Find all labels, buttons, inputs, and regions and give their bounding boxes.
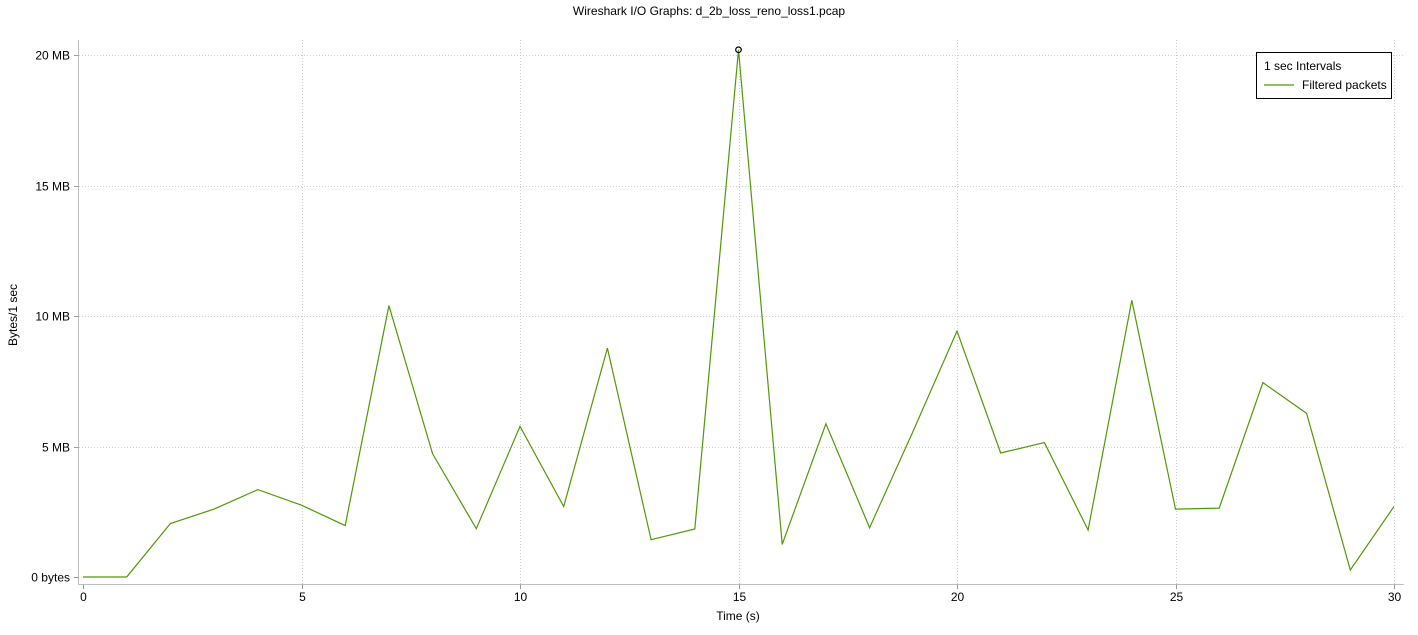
x-tick-label: 25	[1170, 590, 1184, 604]
data-point[interactable]	[299, 502, 305, 508]
x-tick-label: 20	[951, 590, 965, 604]
y-tick-label: 10 MB	[35, 310, 70, 324]
chart-title: Wireshark I/O Graphs: d_2b_loss_reno_los…	[573, 4, 845, 18]
data-point[interactable]	[386, 303, 392, 309]
data-point[interactable]	[1085, 527, 1091, 533]
data-point[interactable]	[1304, 410, 1310, 416]
x-tick-label: 15	[733, 590, 747, 604]
legend-entry-filtered-packets: Filtered packets	[1302, 78, 1387, 92]
x-tick-label: 5	[299, 590, 306, 604]
data-point[interactable]	[954, 328, 960, 334]
data-point[interactable]	[1129, 297, 1135, 303]
y-tick-label: 0 bytes	[31, 571, 70, 585]
legend-title: 1 sec Intervals	[1264, 59, 1341, 73]
y-tick-label: 5 MB	[42, 441, 70, 455]
data-point[interactable]	[1391, 504, 1397, 510]
data-point[interactable]	[1260, 380, 1266, 386]
data-point[interactable]	[692, 526, 698, 532]
data-point[interactable]	[124, 574, 130, 580]
data-point[interactable]	[211, 506, 217, 512]
grid-layer	[79, 40, 1404, 584]
axes-layer	[78, 40, 1404, 585]
data-point[interactable]	[1216, 505, 1222, 511]
data-point[interactable]	[473, 526, 479, 532]
data-point[interactable]	[1347, 567, 1353, 573]
data-point[interactable]	[517, 423, 523, 429]
x-axis-label: Time (s)	[716, 609, 760, 623]
data-point[interactable]	[561, 504, 567, 510]
selected-point-marker[interactable]	[735, 46, 742, 54]
x-tick-label: 30	[1388, 590, 1402, 604]
data-point[interactable]	[430, 451, 436, 457]
data-point[interactable]	[1041, 440, 1047, 446]
data-point[interactable]	[998, 450, 1004, 456]
y-axis-label: Bytes/1 sec	[6, 284, 20, 346]
legend[interactable]: 1 sec Intervals Filtered packets	[1256, 52, 1392, 99]
y-tick-label: 15 MB	[35, 180, 70, 194]
data-point[interactable]	[80, 574, 86, 580]
x-ticks-layer: 0 5 10 15 20 25 30	[80, 584, 1402, 604]
y-ticks-layer: 0 bytes 5 MB 10 MB 15 MB 20 MB	[31, 49, 79, 585]
y-tick-label: 20 MB	[35, 49, 70, 63]
data-point[interactable]	[823, 421, 829, 427]
data-point[interactable]	[867, 525, 873, 531]
data-point[interactable]	[342, 523, 348, 529]
data-point[interactable]	[910, 428, 916, 434]
series-line-filtered-packets[interactable]	[83, 49, 1395, 578]
x-tick-label: 0	[80, 590, 87, 604]
data-point[interactable]	[604, 345, 610, 351]
data-point[interactable]	[648, 537, 654, 543]
data-point[interactable]	[1173, 506, 1179, 512]
data-point[interactable]	[255, 487, 261, 493]
x-tick-label: 10	[514, 590, 528, 604]
data-point[interactable]	[779, 541, 785, 547]
legend-box	[1256, 52, 1392, 99]
data-point[interactable]	[167, 521, 173, 527]
series-layer[interactable]	[80, 46, 1397, 580]
